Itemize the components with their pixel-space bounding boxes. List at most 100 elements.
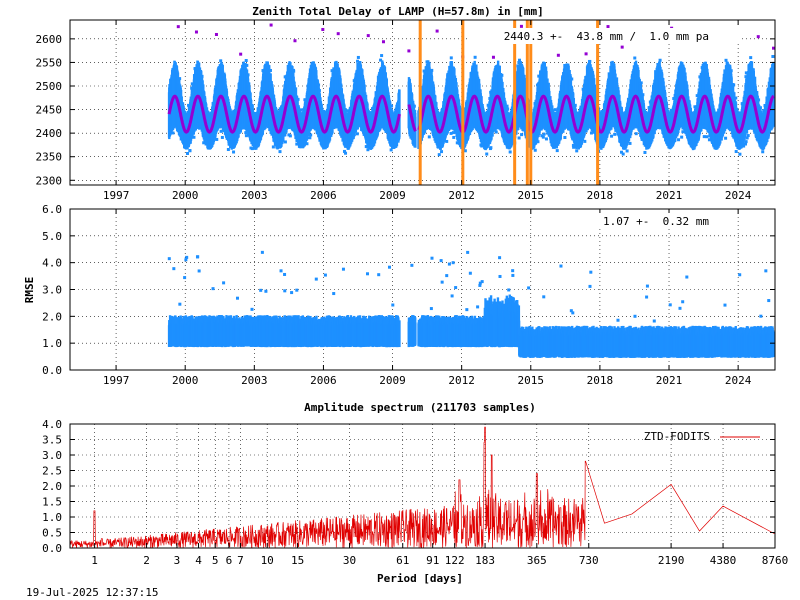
rmse-point <box>295 288 299 292</box>
rmse-point <box>323 273 327 277</box>
ztd-title: Zenith Total Delay of LAMP (H=57.8m) in … <box>252 5 543 18</box>
ztd-point <box>734 96 738 100</box>
ztd-point <box>658 58 662 62</box>
ztd-xtick-label: 2000 <box>172 189 199 202</box>
ztd-point <box>734 150 738 154</box>
ztd-outlier <box>606 25 610 29</box>
ztd-point <box>520 133 524 137</box>
ztd-point <box>516 64 520 68</box>
ztd-point <box>533 148 537 152</box>
ztd-point <box>589 131 593 135</box>
rmse-point <box>391 303 395 307</box>
ztd-point <box>245 63 249 67</box>
ztd-point <box>389 148 393 152</box>
ztd-point <box>517 58 521 62</box>
ztd-point <box>500 73 504 77</box>
ztd-axes: 1997 2000 2003 2006 2009 2012 2015 2018 2021 2024… <box>36 19 776 202</box>
ztd-point <box>422 69 426 73</box>
ztd-outlier <box>293 39 297 43</box>
ztd-point <box>440 150 444 154</box>
rmse-point <box>387 265 391 269</box>
ztd-point <box>555 149 559 153</box>
ztd-point <box>705 135 709 139</box>
rmse-point <box>250 307 254 311</box>
ztd-point <box>695 94 699 98</box>
ztd-ytick-label: 2500 <box>36 80 63 93</box>
rmse-point <box>211 287 215 291</box>
ztd-point <box>317 83 321 87</box>
rmse-point <box>511 273 515 277</box>
ztd-point <box>305 142 309 146</box>
ztd-ytick-label: 2600 <box>36 33 63 46</box>
ztd-outlier <box>366 34 370 38</box>
rmse-point <box>465 308 469 312</box>
rmse-point <box>466 250 470 254</box>
rmse-point <box>468 271 472 275</box>
ztd-point <box>732 83 736 87</box>
ztd-panel: Zenith Total Delay of LAMP (H=57.8m) in … <box>36 5 776 202</box>
rmse-point <box>314 277 318 281</box>
ztd-point <box>486 103 490 107</box>
ztd-outlier <box>194 30 198 34</box>
ztd-point <box>724 136 728 140</box>
ztd-point <box>570 77 574 81</box>
ztd-point <box>693 105 697 109</box>
ztd-point <box>744 142 748 146</box>
ztd-point <box>288 134 292 138</box>
ztd-point <box>455 141 459 145</box>
rmse-point <box>454 286 458 290</box>
rmse-point <box>478 283 482 287</box>
ztd-point <box>390 104 394 108</box>
ztd-outlier <box>772 46 776 50</box>
ztd-point <box>278 150 282 154</box>
ztd-annotation-box <box>470 28 740 44</box>
rmse-point <box>290 291 294 295</box>
ztd-point <box>489 146 493 150</box>
ztd-ytick-label: 2300 <box>36 174 63 187</box>
ztd-point <box>308 136 312 140</box>
ztd-point <box>430 68 434 72</box>
ztd-outlier <box>519 24 523 28</box>
ztd-point <box>451 131 455 135</box>
rmse-point <box>451 261 455 265</box>
ztd-point <box>724 58 728 62</box>
ztd-point <box>583 139 587 143</box>
ztd-point <box>246 73 250 77</box>
ztd-point <box>219 129 223 133</box>
ztd-ytick-label: 2350 <box>36 151 63 164</box>
ztd-outlier <box>435 29 439 33</box>
ztd-point <box>544 137 548 141</box>
ztd-point <box>188 149 192 153</box>
ztd-point <box>621 152 625 156</box>
rmse-point <box>507 288 511 292</box>
ztd-point <box>620 150 624 154</box>
ztd-point <box>366 148 370 152</box>
ztd-point <box>628 141 632 145</box>
ztd-point <box>762 109 766 113</box>
ztd-outlier <box>176 25 180 29</box>
ztd-point <box>219 59 223 63</box>
rmse-point <box>259 288 263 292</box>
ztd-point <box>322 109 326 113</box>
rmse-point <box>527 286 531 290</box>
rmse-point <box>476 305 480 309</box>
ztd-point <box>517 136 521 140</box>
rmse-point <box>445 274 449 278</box>
ztd-point <box>707 138 711 142</box>
ztd-point <box>771 54 775 58</box>
ztd-annotation: 2440.3 +- 43.8 mm / 1.0 mm pa <box>504 30 709 43</box>
ztd-point <box>473 55 477 59</box>
ztd-point <box>758 106 762 110</box>
rmse-point <box>283 272 287 276</box>
ztd-outlier <box>584 52 588 56</box>
ztd-point <box>508 150 512 154</box>
ztd-point <box>761 150 765 154</box>
ztd-point <box>553 108 557 112</box>
ztd-point <box>342 149 346 153</box>
ztd-ytick-label: 2450 <box>36 104 63 117</box>
rmse-point <box>440 280 444 284</box>
rmse-point <box>260 250 264 254</box>
ztd-xtick-label: 1997 <box>103 189 130 202</box>
ztd-point <box>738 152 742 156</box>
